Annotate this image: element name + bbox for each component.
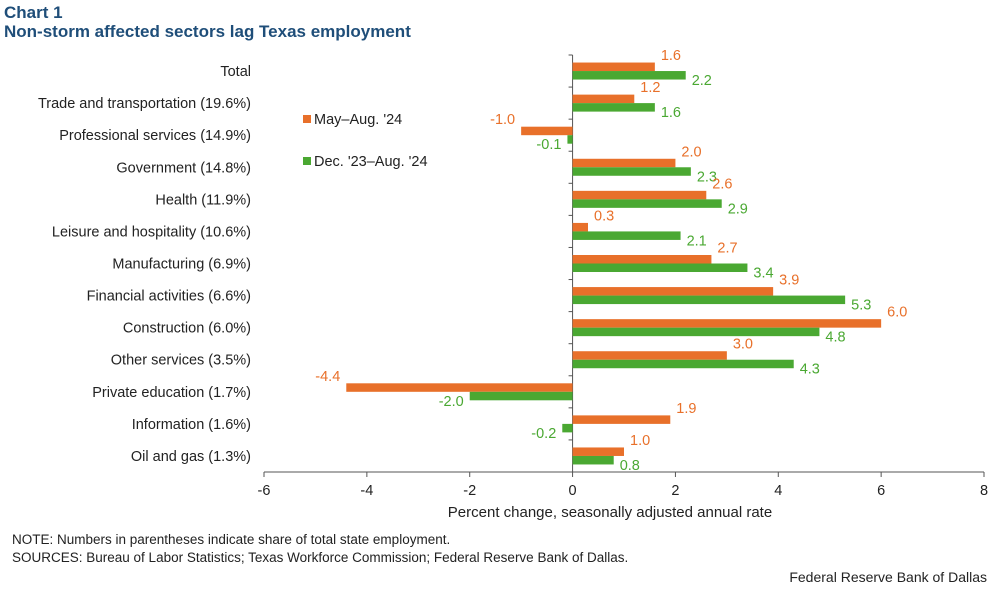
- bar-may-aug: [572, 287, 774, 296]
- data-label: -1.0: [490, 112, 515, 128]
- footer-credit: Federal Reserve Bank of Dallas: [789, 569, 987, 585]
- x-tick-label: -2: [463, 483, 476, 499]
- data-label: -4.4: [315, 369, 340, 385]
- bar-may-aug: [572, 351, 727, 360]
- data-label: 3.4: [753, 266, 773, 282]
- bar-dec-aug: [469, 391, 573, 401]
- category-label: Construction (6.0%): [123, 321, 251, 337]
- bar-dec-aug: [572, 263, 748, 272]
- bar-may-aug: [572, 222, 588, 232]
- bar-dec-aug: [572, 327, 820, 337]
- data-label: 3.0: [733, 337, 753, 353]
- bar-chart: Total 1.6 2.2 Trade and transportation (19.…: [38, 48, 988, 521]
- x-tick-label: 6: [877, 483, 885, 499]
- bar-may-aug: [572, 255, 712, 264]
- category-label: Oil and gas (1.3%): [131, 449, 251, 465]
- data-label: -0.1: [536, 137, 561, 153]
- data-label: 2.3: [697, 169, 717, 185]
- x-tick-label: 2: [671, 483, 679, 499]
- data-label: 2.6: [712, 176, 732, 192]
- data-label: 3.9: [779, 273, 799, 289]
- bar-may-aug: [572, 62, 655, 72]
- data-label: 6.0: [887, 305, 907, 321]
- category-label: Other services (3.5%): [111, 353, 251, 369]
- bar-may-aug: [572, 415, 671, 424]
- legend-swatch: [303, 115, 311, 123]
- chart-label: Chart 1: [4, 3, 63, 22]
- bar-may-aug: [521, 126, 573, 136]
- category-label: Professional services (14.9%): [59, 128, 251, 144]
- category-label: Total: [220, 64, 251, 80]
- category-label: Private education (1.7%): [92, 385, 251, 401]
- category-label: Manufacturing (6.9%): [112, 257, 251, 273]
- data-label: 2.1: [687, 233, 707, 249]
- x-tick-label: 0: [569, 483, 577, 499]
- chart-note: NOTE: Numbers in parentheses indicate sh…: [12, 532, 451, 547]
- legend-label: Dec. '23–Aug. '24: [314, 154, 428, 170]
- data-label: 4.3: [800, 362, 820, 378]
- x-tick-label: 8: [980, 483, 988, 499]
- category-label: Information (1.6%): [132, 417, 251, 433]
- data-label: 1.9: [676, 401, 696, 417]
- data-label: 5.3: [851, 298, 871, 314]
- chart-sources: SOURCES: Bureau of Labor Statistics; Tex…: [12, 550, 629, 565]
- x-tick-label: -4: [360, 483, 373, 499]
- bar-dec-aug: [567, 135, 573, 144]
- bar-may-aug: [572, 319, 882, 328]
- data-label: 1.6: [661, 105, 681, 121]
- data-label: 2.2: [692, 73, 712, 89]
- data-label: 4.8: [825, 330, 845, 346]
- data-label: 0.8: [620, 458, 640, 474]
- bar-dec-aug: [572, 199, 722, 208]
- data-label: 1.6: [661, 48, 681, 64]
- legend-label: May–Aug. '24: [314, 112, 402, 128]
- bar-dec-aug: [572, 71, 686, 80]
- category-label: Health (11.9%): [155, 192, 251, 208]
- category-label: Leisure and hospitality (10.6%): [52, 224, 251, 240]
- legend-swatch: [303, 157, 311, 165]
- category-label: Financial activities (6.6%): [87, 289, 251, 305]
- bar-dec-aug: [562, 423, 573, 433]
- bar-may-aug: [572, 190, 707, 200]
- x-tick-label: -6: [258, 483, 271, 499]
- category-label: Trade and transportation (19.6%): [38, 96, 251, 112]
- category-label: Government (14.8%): [116, 160, 251, 176]
- data-label: 1.2: [640, 80, 660, 96]
- bar-may-aug: [572, 158, 676, 168]
- bar-may-aug: [572, 94, 635, 104]
- bar-may-aug: [346, 383, 573, 392]
- data-label: -2.0: [439, 394, 464, 410]
- bar-dec-aug: [572, 103, 655, 112]
- bar-dec-aug: [572, 231, 681, 240]
- bar-dec-aug: [572, 359, 794, 369]
- bar-dec-aug: [572, 295, 846, 305]
- data-label: -0.2: [531, 426, 556, 442]
- x-axis-title: Percent change, seasonally adjusted annu…: [448, 504, 772, 521]
- data-label: 2.7: [717, 241, 737, 257]
- data-label: 2.0: [681, 144, 701, 160]
- chart-title: Non-storm affected sectors lag Texas emp…: [4, 22, 411, 41]
- bar-dec-aug: [572, 455, 614, 465]
- x-tick-label: 4: [774, 483, 782, 499]
- bar-may-aug: [572, 447, 624, 456]
- data-label: 1.0: [630, 433, 650, 449]
- bar-dec-aug: [572, 167, 691, 176]
- data-label: 0.3: [594, 208, 614, 224]
- data-label: 2.9: [728, 201, 748, 217]
